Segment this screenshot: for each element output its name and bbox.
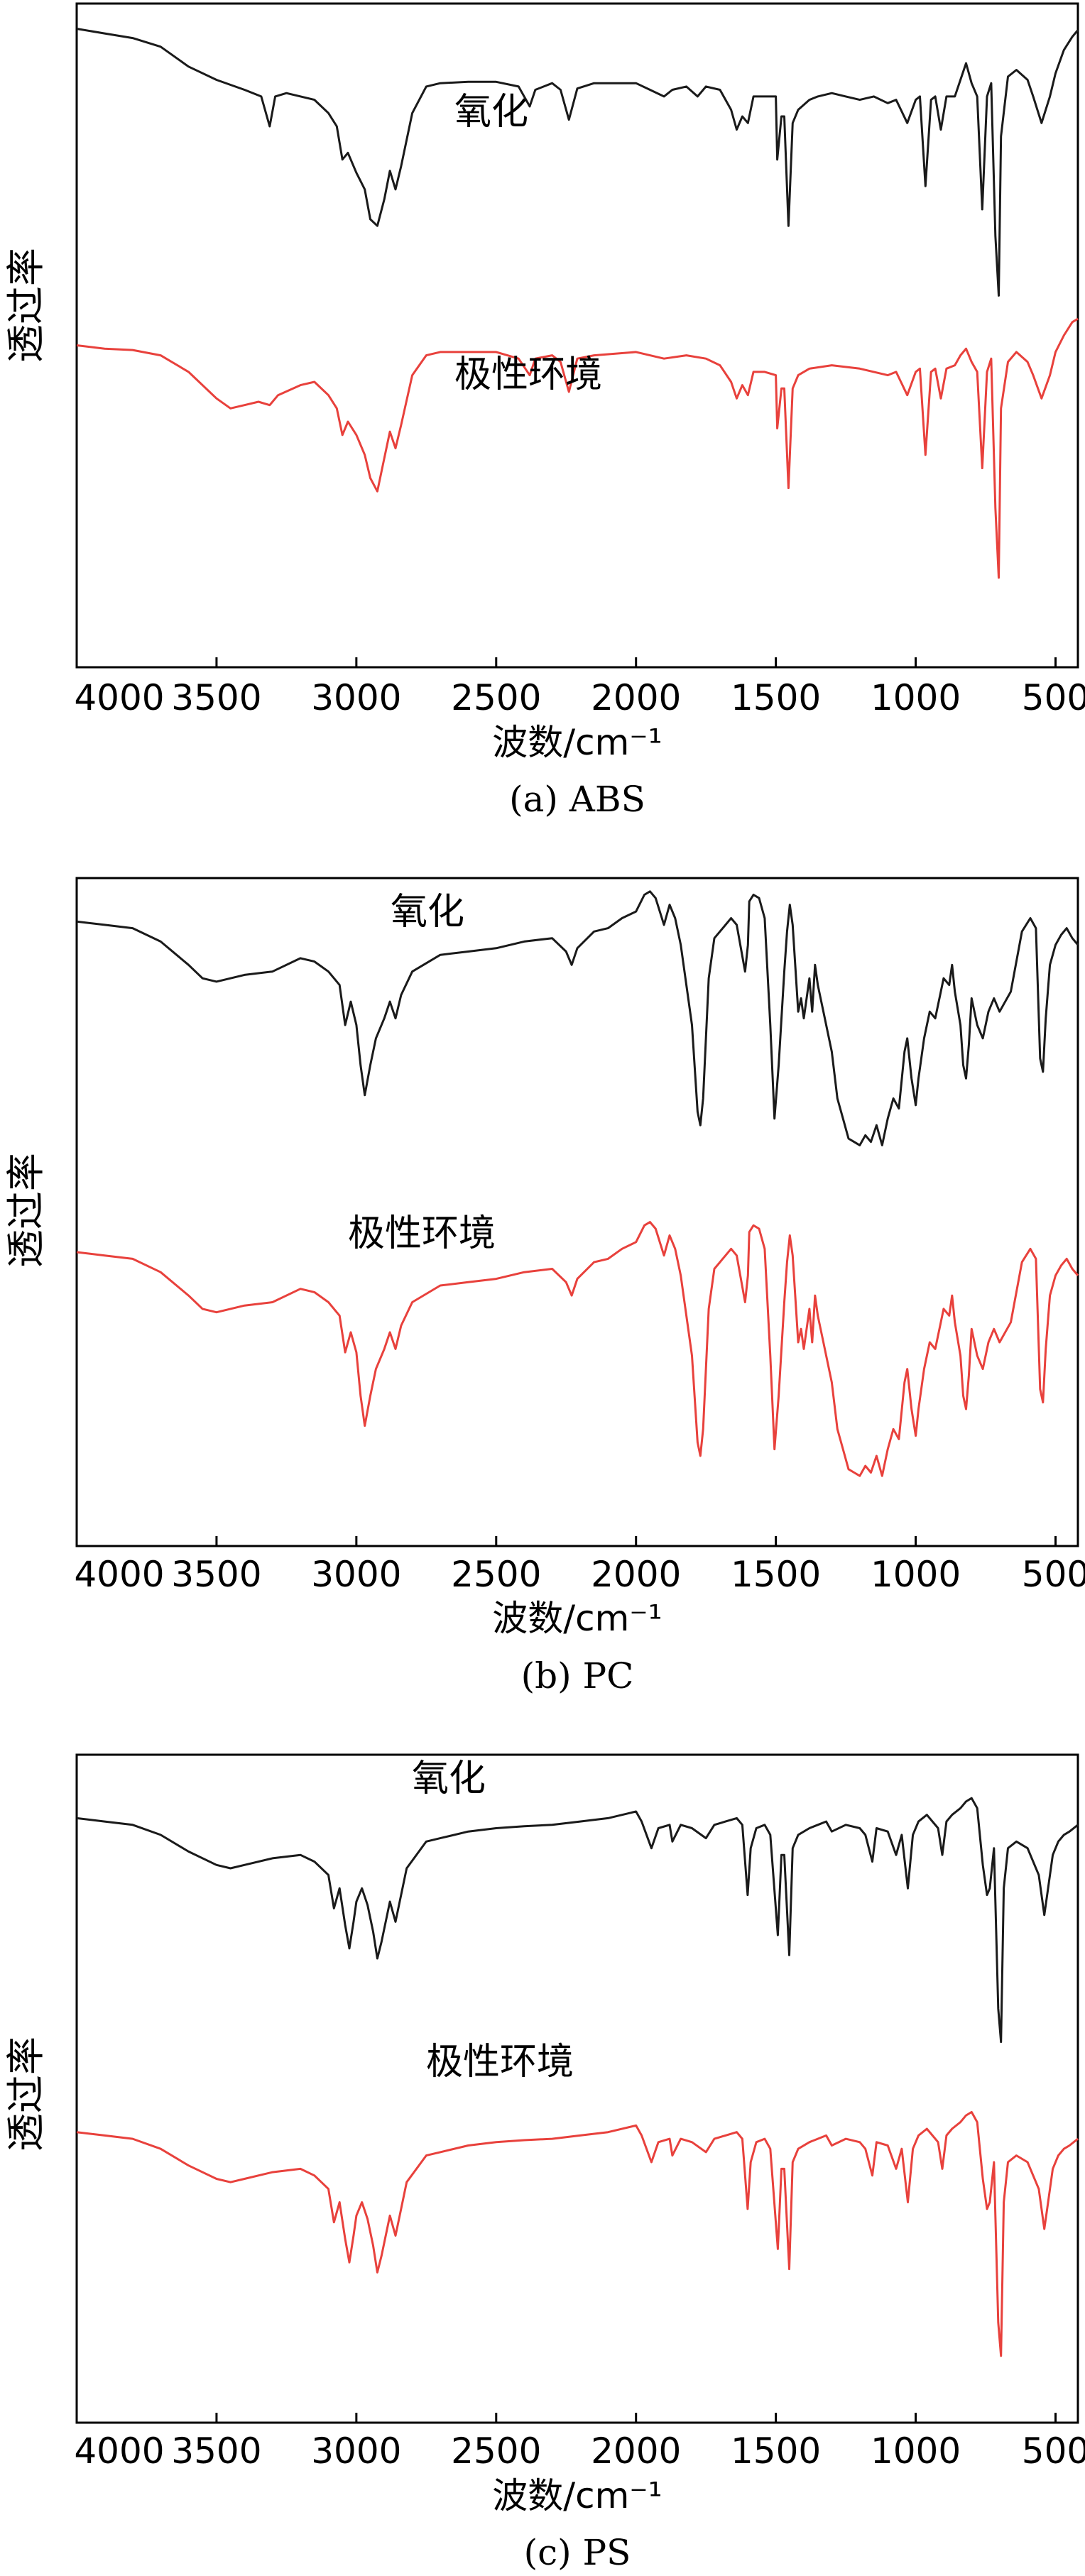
x-tick-label: 4000 bbox=[74, 2430, 164, 2472]
x-axis-label: 波数/cm⁻¹ bbox=[492, 1598, 662, 1639]
x-tick-label: 500 bbox=[1022, 2430, 1085, 2472]
x-tick-label: 3500 bbox=[171, 1554, 261, 1595]
panel-caption: (a) ABS bbox=[509, 779, 645, 820]
series-line-polar bbox=[76, 2110, 1079, 2357]
series-label-oxidized: 氧化 bbox=[391, 891, 464, 933]
x-tick-label: 3500 bbox=[171, 677, 261, 718]
x-tick-label: 500 bbox=[1022, 1554, 1085, 1595]
x-tick-label: 3500 bbox=[171, 2430, 261, 2472]
plot-frame bbox=[75, 877, 1079, 1547]
x-tick-label: 2000 bbox=[591, 2430, 681, 2472]
x-tick-label: 2500 bbox=[451, 677, 541, 718]
x-axis-label: 波数/cm⁻¹ bbox=[492, 722, 662, 763]
series-label-polar: 极性环境 bbox=[426, 2041, 574, 2083]
series-line-polar bbox=[76, 317, 1079, 579]
panel-caption: (b) PC bbox=[521, 1655, 634, 1697]
y-axis-label: 透过率 bbox=[4, 2037, 48, 2152]
series-label-oxidized: 氧化 bbox=[412, 1758, 486, 1800]
panel-3: 4000 3500 3000 2500 2000 1500 1000 500 透过率波数/cm⁻… bbox=[4, 1753, 1085, 2573]
series-label-oxidized: 氧化 bbox=[454, 91, 528, 133]
x-tick-label: 500 bbox=[1022, 677, 1085, 718]
panel-2: 4000 3500 3000 2500 2000 1500 1000 500 透过率波数/cm⁻… bbox=[4, 877, 1085, 1697]
series-line-polar bbox=[76, 1221, 1079, 1477]
series-line-oxidized bbox=[76, 1797, 1079, 2044]
plot-frame bbox=[75, 1753, 1079, 2424]
y-axis-label: 透过率 bbox=[4, 1153, 48, 1268]
x-tick-label: 1000 bbox=[871, 677, 961, 718]
series-line-oxidized bbox=[76, 28, 1079, 297]
plot-frame bbox=[75, 2, 1079, 669]
x-axis-label: 波数/cm⁻¹ bbox=[492, 2475, 662, 2516]
x-tick-label: 1500 bbox=[731, 1554, 821, 1595]
x-tick-label: 4000 bbox=[74, 677, 164, 718]
series-line-oxidized bbox=[76, 890, 1079, 1146]
x-tick-label: 2500 bbox=[451, 2430, 541, 2472]
x-tick-label: 2000 bbox=[591, 677, 681, 718]
series-label-polar: 极性环境 bbox=[348, 1212, 496, 1255]
x-tick-label: 1000 bbox=[871, 1554, 961, 1595]
x-tick-label: 1500 bbox=[731, 677, 821, 718]
panel-caption: (c) PS bbox=[524, 2532, 631, 2573]
x-tick-label: 3000 bbox=[311, 677, 401, 718]
x-tick-label: 4000 bbox=[74, 1554, 164, 1595]
x-tick-label: 2000 bbox=[591, 1554, 681, 1595]
x-tick-label: 2500 bbox=[451, 1554, 541, 1595]
series-label-polar: 极性环境 bbox=[454, 353, 602, 396]
panel-1: 4000 3500 3000 2500 2000 1500 1000 500 透过率波数/cm⁻… bbox=[4, 2, 1085, 820]
x-tick-label: 1500 bbox=[731, 2430, 821, 2472]
x-tick-label: 3000 bbox=[311, 2430, 401, 2472]
x-tick-label: 3000 bbox=[311, 1554, 401, 1595]
y-axis-label: 透过率 bbox=[4, 248, 48, 363]
x-tick-label: 1000 bbox=[871, 2430, 961, 2472]
